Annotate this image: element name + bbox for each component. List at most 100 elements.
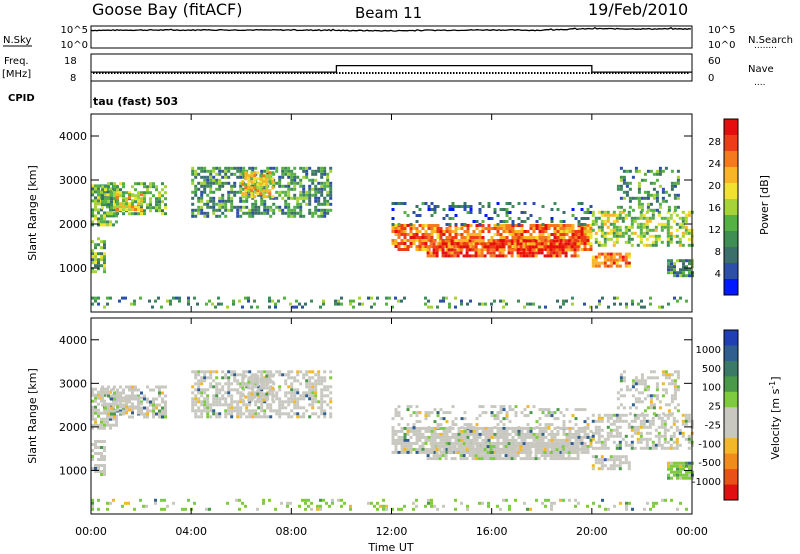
heatmap-cell <box>687 419 691 423</box>
heatmap-cell <box>550 507 553 511</box>
heatmap-cell <box>91 393 94 397</box>
heatmap-cell <box>537 242 541 246</box>
heatmap-cell <box>580 239 584 242</box>
heatmap-cell <box>568 227 572 230</box>
heatmap-cell <box>483 454 487 458</box>
heatmap-cell <box>158 200 161 204</box>
heatmap-cell <box>304 501 307 505</box>
heatmap-cell <box>538 224 542 227</box>
heatmap-cell <box>227 406 231 410</box>
heatmap-cell <box>164 203 167 207</box>
heatmap-cell <box>248 211 252 215</box>
heatmap-cell <box>652 504 655 508</box>
heatmap-cell <box>242 205 246 209</box>
heatmap-cell <box>265 183 269 187</box>
heatmap-cell <box>293 391 297 395</box>
heatmap-cell <box>293 205 297 209</box>
heatmap-cell <box>676 373 680 377</box>
heatmap-cell <box>221 169 225 173</box>
heatmap-cell <box>618 228 622 232</box>
heatmap-cell <box>660 240 664 244</box>
heatmap-cell <box>486 248 490 252</box>
heatmap-cell <box>441 239 445 243</box>
heatmap-cell <box>439 417 443 421</box>
heatmap-cell <box>340 302 343 306</box>
heatmap-cell <box>299 382 303 386</box>
heatmap-cell <box>603 240 607 244</box>
heatmap-cell <box>242 211 246 215</box>
heatmap-cell <box>687 228 691 232</box>
heatmap-cell <box>685 461 688 465</box>
heatmap-cell <box>370 501 373 505</box>
heatmap-cell <box>254 208 258 212</box>
heatmap-cell <box>444 454 448 458</box>
heatmap-cell <box>155 188 158 192</box>
heatmap-cell <box>319 498 322 502</box>
heatmap-cell <box>658 305 661 309</box>
heatmap-cell <box>478 426 482 430</box>
heatmap-cell <box>460 302 463 306</box>
heatmap-cell <box>522 442 526 446</box>
heatmap-cell <box>400 202 404 205</box>
heatmap-cell <box>97 302 100 306</box>
colorbar-tick-label: 28 <box>708 137 721 148</box>
heatmap-cell <box>128 408 131 412</box>
heatmap-cell <box>537 448 541 452</box>
heatmap-cell <box>253 299 256 303</box>
heatmap-cell <box>598 299 601 303</box>
heatmap-cell <box>672 419 676 423</box>
heatmap-cell <box>583 248 587 251</box>
heatmap-cell <box>406 214 410 217</box>
heatmap-cell <box>625 305 628 309</box>
heatmap-cell <box>550 208 554 211</box>
heatmap-cell <box>97 467 100 470</box>
heatmap-cell <box>684 416 688 420</box>
heatmap-cell <box>505 302 508 306</box>
heatmap-cell <box>550 217 554 220</box>
heatmap-cell <box>140 391 143 395</box>
heatmap-cell <box>260 406 264 410</box>
heatmap-cell <box>678 240 682 244</box>
heatmap-cell <box>550 224 554 227</box>
heatmap-cell <box>478 414 482 418</box>
heatmap-cell <box>256 305 259 309</box>
heatmap-cell <box>212 403 216 407</box>
heatmap-cell <box>460 501 463 505</box>
heatmap-cell <box>247 380 251 384</box>
heatmap-cell <box>248 403 252 407</box>
heatmap-cell <box>266 208 270 212</box>
heatmap-cell <box>496 423 500 427</box>
heatmap-cell <box>209 199 213 203</box>
heatmap-cell <box>547 432 551 436</box>
heatmap-cell <box>131 193 134 197</box>
heatmap-cell <box>415 214 419 217</box>
heatmap-cell <box>591 455 595 459</box>
heatmap-cell <box>511 438 515 442</box>
heatmap-cell <box>194 187 198 191</box>
heatmap-cell <box>552 239 556 243</box>
heatmap-cell <box>314 397 318 401</box>
heatmap-cell <box>247 377 251 381</box>
heatmap-cell <box>681 422 685 426</box>
heatmap-cell <box>688 467 691 471</box>
heatmap-cell <box>149 197 152 201</box>
heatmap-cell <box>652 196 656 200</box>
heatmap-cell <box>529 441 533 445</box>
heatmap-cell <box>516 454 520 458</box>
heatmap-cell <box>218 184 222 188</box>
heatmap-cell <box>433 435 437 439</box>
heatmap-cell <box>268 389 272 393</box>
heatmap-cell <box>394 224 398 227</box>
heatmap-cell <box>529 227 533 230</box>
heatmap-cell <box>137 191 140 195</box>
heatmap-cell <box>308 178 312 182</box>
heatmap-cell <box>657 443 661 447</box>
heatmap-cell <box>663 222 667 226</box>
heatmap-cell <box>178 296 181 300</box>
heatmap-cell <box>91 214 94 218</box>
heatmap-cell <box>504 454 508 458</box>
heatmap-cell <box>397 429 401 433</box>
heatmap-cell <box>433 227 437 230</box>
heatmap-cell <box>131 396 134 400</box>
